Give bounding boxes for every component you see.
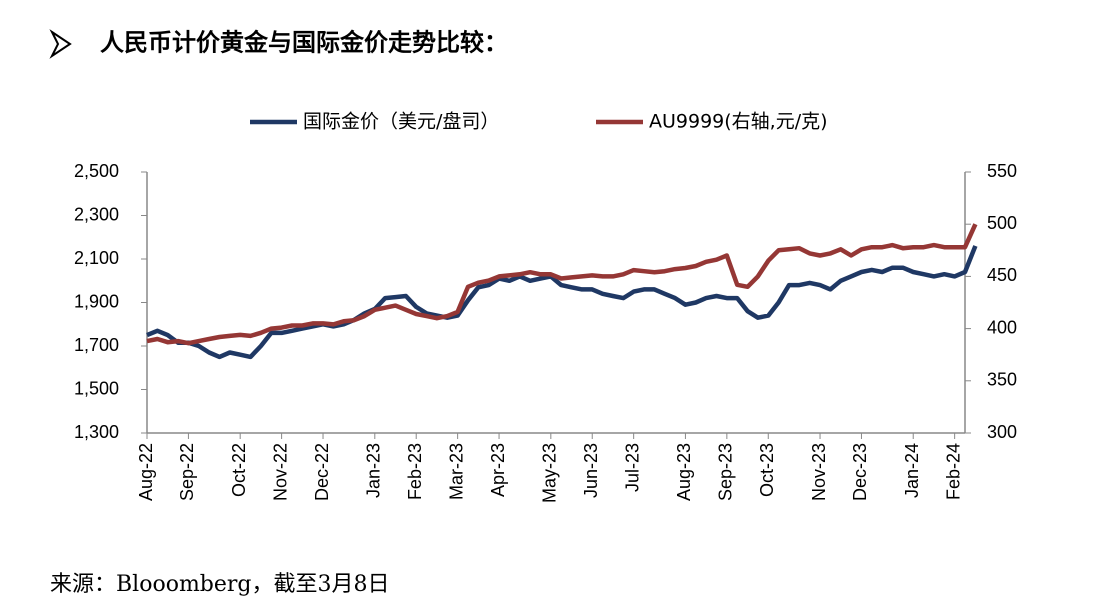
bullet (49, 29, 72, 59)
series-line (146, 223, 978, 346)
y-tick-label: 1,300 (74, 422, 119, 442)
x-tick-label: Apr-23 (488, 443, 508, 497)
x-tick-label: Aug-22 (136, 443, 156, 501)
y-tick-label: 1,700 (74, 335, 119, 355)
x-tick-label: Feb-23 (405, 443, 425, 500)
source: 来源：Blooomberg，截至3月8日 (50, 572, 390, 597)
x-tick-label: Feb-24 (943, 443, 963, 500)
series-line (146, 245, 978, 360)
x-tick-label: Oct-23 (757, 443, 777, 497)
x-tick-label: Dec-23 (850, 443, 870, 501)
x-tick-label: Mar-23 (446, 443, 466, 500)
y-tick-label: 2,300 (74, 204, 119, 224)
x-tick-label: Sep-22 (177, 443, 197, 501)
legend-label: 国际金价（美元/盘司） (303, 111, 499, 133)
y-tick-label: 2,100 (74, 248, 119, 268)
y-tick-label: 2,500 (74, 161, 119, 181)
x-tick-label: Oct-22 (229, 443, 249, 497)
title: 人民币计价黄金与国际金价走势比较： (100, 28, 508, 57)
y-tick-label: 1,900 (74, 291, 119, 311)
y2-tick-label: 500 (987, 213, 1017, 233)
legend-label: AU9999(右轴,元/克) (649, 111, 828, 133)
x-tick-label: Aug-23 (674, 443, 694, 501)
x-tick-label: Jan-24 (902, 443, 922, 498)
x-tick-label: Jan-23 (364, 443, 384, 498)
y2-tick-label: 550 (987, 161, 1017, 181)
y2-tick-label: 300 (987, 422, 1017, 442)
x-tick-label: Sep-23 (716, 443, 736, 501)
x-tick-label: Nov-23 (809, 443, 829, 501)
y2-tick-label: 400 (987, 317, 1017, 337)
x-tick-label: Dec-22 (312, 443, 332, 501)
y2-tick-label: 450 (987, 265, 1017, 285)
x-tick-label: Jul-23 (622, 443, 642, 492)
x-tick-label: Nov-22 (270, 443, 290, 501)
y2-tick-label: 350 (987, 370, 1017, 390)
chart: 1,300 1,500 1,700 1,900 2,100 2,300 2,500 300 35… (74, 111, 1017, 504)
x-tick-label: Jun-23 (581, 443, 601, 498)
x-tick-label: May-23 (540, 443, 560, 503)
y-tick-label: 1,500 (74, 378, 119, 398)
